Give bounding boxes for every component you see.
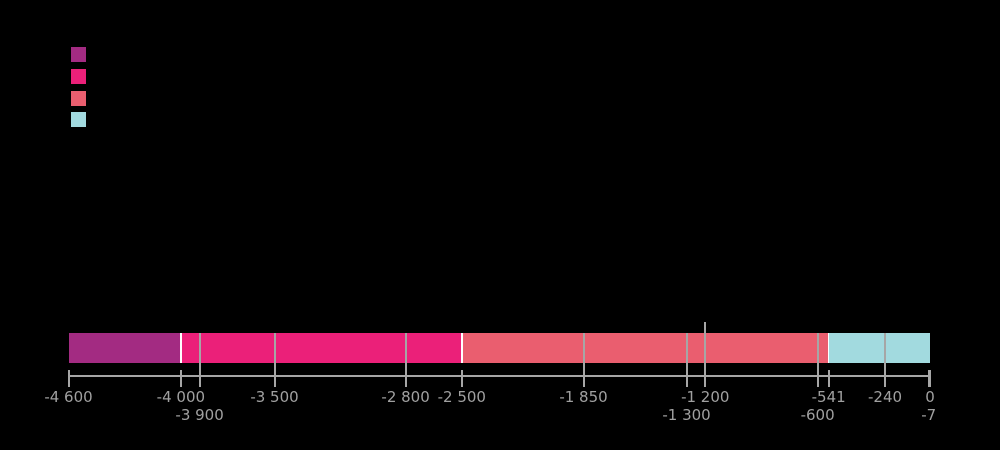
tick-line--2800 <box>404 333 407 387</box>
tick-label--4600: -4 600 <box>44 388 93 406</box>
tick-label--3500: -3 500 <box>250 388 299 406</box>
legend-swatch-3 <box>71 91 86 106</box>
legend-swatch-1 <box>71 47 86 62</box>
tick-label-0: 0 <box>925 388 935 406</box>
tick-label--1200: -1 200 <box>681 388 730 406</box>
timeline-segment-1 <box>68 333 181 363</box>
tick-label--2800: -2 800 <box>381 388 430 406</box>
tick-label--3900: -3 900 <box>175 406 224 424</box>
tick-line--4000 <box>179 370 182 387</box>
segment-separator <box>180 333 182 363</box>
timeline-segment-4 <box>828 333 930 363</box>
axis-line <box>67 375 931 377</box>
tick-line--600 <box>816 333 819 387</box>
segment-separator <box>461 333 463 363</box>
tick-line--4600 <box>67 370 70 387</box>
tick-line--3900 <box>198 333 201 387</box>
legend-swatch-2 <box>71 69 86 84</box>
tick-label--1850: -1 850 <box>559 388 608 406</box>
tick-line--1850 <box>582 333 585 387</box>
legend-swatch-4 <box>71 112 86 127</box>
tick-label--240: -240 <box>868 388 903 406</box>
timeline-segment-2 <box>180 333 462 363</box>
tick-line--541 <box>827 370 830 387</box>
tick-label--600: -600 <box>800 406 835 424</box>
tick-line-0 <box>929 370 931 387</box>
tick-line--1200 <box>704 322 707 387</box>
tick-line--3500 <box>273 333 276 387</box>
tick-line--7 <box>927 370 930 387</box>
tick-line--1300 <box>685 333 688 387</box>
tick-line--240 <box>884 333 887 387</box>
tick-line--2500 <box>460 370 463 387</box>
timeline-segment-3 <box>461 333 829 363</box>
tick-label--7: -7 <box>921 406 937 424</box>
tick-label--2500: -2 500 <box>437 388 486 406</box>
tick-label--1300: -1 300 <box>662 406 711 424</box>
tick-label--4000: -4 000 <box>156 388 206 406</box>
segment-separator <box>827 333 830 363</box>
tick-label--541: -541 <box>811 388 846 406</box>
